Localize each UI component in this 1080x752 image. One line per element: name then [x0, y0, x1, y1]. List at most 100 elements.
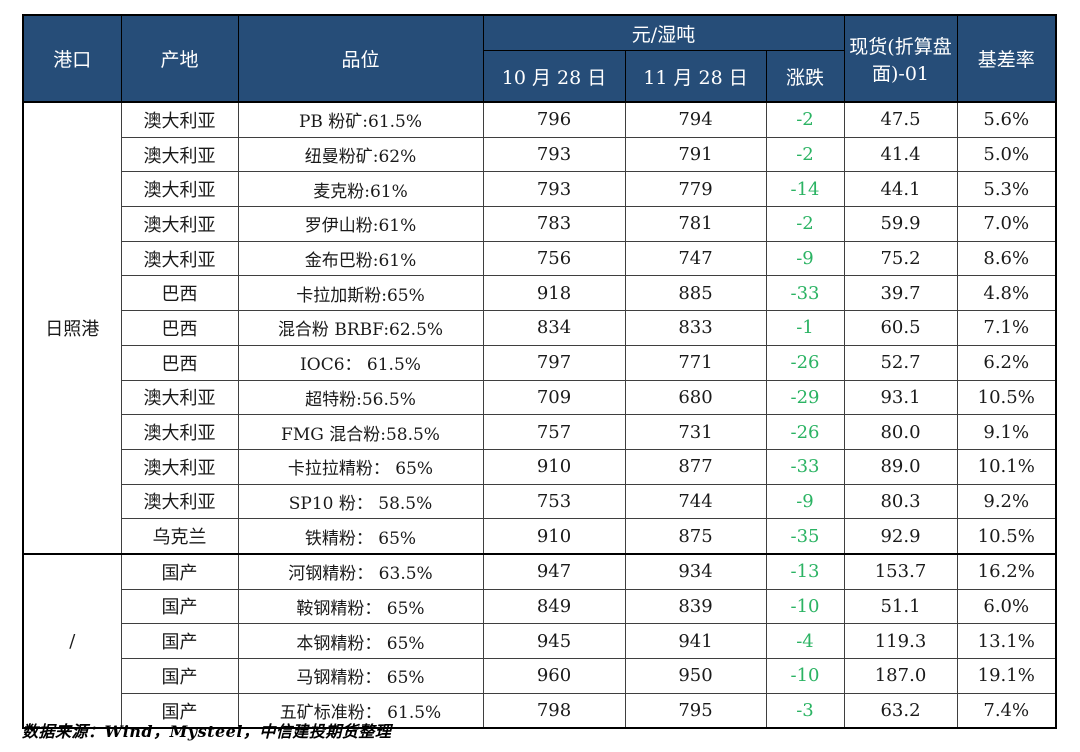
data-source-note: 数据来源：Wind，Mysteel，中信建投期货整理 [22, 722, 392, 741]
spot-cell: 59.9 [843, 206, 958, 242]
origin-cell: 国产 [120, 658, 239, 694]
grade-cell: SP10 粉： 58.5% [237, 483, 484, 520]
price-nov-cell: 941 [624, 623, 767, 659]
table-header: 港口 产地 品位 元/湿吨 现货(折算盘面)-01 基差率 10 月 28 日 … [22, 14, 1057, 103]
price-oct-cell: 709 [482, 379, 626, 416]
price-nov-cell: 794 [624, 101, 767, 138]
change-cell: -10 [765, 658, 845, 694]
change-cell: -2 [765, 136, 845, 173]
grade-cell: 鞍钢精粉： 65% [237, 588, 484, 625]
spot-cell: 80.0 [843, 414, 958, 450]
origin-cell: 澳大利亚 [120, 171, 239, 208]
price-nov-cell: 885 [624, 275, 767, 312]
origin-cell: 巴西 [120, 344, 239, 381]
col-header-basis: 基差率 [956, 14, 1057, 103]
basis-cell: 7.4% [956, 692, 1057, 729]
price-nov-cell: 833 [624, 310, 767, 346]
origin-cell: 澳大利亚 [120, 101, 239, 138]
col-header-change: 涨跌 [765, 50, 845, 103]
grade-cell: 麦克粉:61% [237, 171, 484, 208]
spot-cell: 63.2 [843, 692, 958, 729]
col-header-unit-group: 元/湿吨 [482, 14, 845, 51]
origin-cell: 澳大利亚 [120, 206, 239, 242]
col-header-grade: 品位 [237, 14, 484, 103]
header-row-1: 港口 产地 品位 元/湿吨 现货(折算盘面)-01 基差率 [22, 14, 1057, 103]
table-row: 澳大利亚 金布巴粉:61% 756 747 -9 75.2 8.6% [23, 240, 1057, 277]
price-nov-cell: 747 [624, 240, 767, 277]
basis-cell: 7.0% [956, 206, 1057, 242]
basis-cell: 19.1% [956, 658, 1057, 694]
basis-cell: 10.5% [956, 379, 1057, 416]
origin-cell: 国产 [120, 552, 239, 590]
price-nov-cell: 950 [624, 658, 767, 694]
basis-cell: 10.5% [956, 518, 1057, 555]
price-nov-cell: 779 [624, 171, 767, 208]
price-oct-cell: 910 [482, 518, 626, 555]
origin-cell: 巴西 [120, 310, 239, 346]
spot-cell: 75.2 [843, 240, 958, 277]
grade-cell: 卡拉加斯粉:65% [237, 275, 484, 312]
origin-cell: 澳大利亚 [120, 136, 239, 173]
spot-cell: 93.1 [843, 379, 958, 416]
change-cell: -26 [765, 414, 845, 450]
change-cell: -1 [765, 310, 845, 346]
price-oct-cell: 798 [482, 692, 626, 729]
table-body: 日照港 澳大利亚 PB 粉矿:61.5% 796 794 -2 47.5 5.6% 澳大利亚 纽曼… [22, 101, 1057, 729]
price-nov-cell: 934 [624, 552, 767, 590]
basis-cell: 10.1% [956, 448, 1057, 485]
price-oct-cell: 960 [482, 658, 626, 694]
price-oct-cell: 910 [482, 448, 626, 485]
spot-cell: 47.5 [843, 101, 958, 138]
col-header-date-nov: 11 月 28 日 [624, 50, 767, 103]
header-row-2: 10 月 28 日 11 月 28 日 涨跌 [23, 50, 1056, 103]
grade-cell: FMG 混合粉:58.5% [237, 414, 484, 450]
basis-cell: 5.6% [956, 101, 1057, 138]
price-oct-cell: 834 [482, 310, 626, 346]
price-oct-cell: 797 [482, 344, 626, 381]
price-oct-cell: 783 [482, 206, 626, 242]
change-cell: -14 [765, 171, 845, 208]
port-cell: / [22, 552, 122, 729]
basis-cell: 6.0% [956, 588, 1057, 625]
spot-cell: 52.7 [843, 344, 958, 381]
origin-cell: 巴西 [120, 275, 239, 312]
basis-cell: 5.0% [956, 136, 1057, 173]
port-cell: 日照港 [22, 101, 122, 555]
col-header-port: 港口 [22, 14, 122, 103]
origin-cell: 乌克兰 [120, 518, 239, 555]
spot-cell: 51.1 [843, 588, 958, 625]
table-row: 澳大利亚 罗伊山粉:61% 783 781 -2 59.9 7.0% [23, 206, 1057, 242]
price-oct-cell: 793 [482, 136, 626, 173]
grade-cell: 金布巴粉:61% [237, 240, 484, 277]
grade-cell: 超特粉:56.5% [237, 379, 484, 416]
change-cell: -33 [765, 448, 845, 485]
change-cell: -2 [765, 101, 845, 138]
table-row: 澳大利亚 纽曼粉矿:62% 793 791 -2 41.4 5.0% [23, 136, 1057, 173]
grade-cell: 纽曼粉矿:62% [237, 136, 484, 173]
change-cell: -35 [765, 518, 845, 555]
change-cell: -3 [765, 692, 845, 729]
price-oct-cell: 945 [482, 623, 626, 659]
grade-cell: PB 粉矿:61.5% [237, 101, 484, 138]
grade-cell: 卡拉拉精粉： 65% [237, 448, 484, 485]
change-cell: -4 [765, 623, 845, 659]
basis-cell: 4.8% [956, 275, 1057, 312]
grade-cell: 混合粉 BRBF:62.5% [237, 310, 484, 346]
basis-cell: 8.6% [956, 240, 1057, 277]
change-cell: -9 [765, 240, 845, 277]
basis-cell: 16.2% [956, 552, 1057, 590]
basis-cell: 7.1% [956, 310, 1057, 346]
basis-cell: 6.2% [956, 344, 1057, 381]
change-cell: -33 [765, 275, 845, 312]
spot-cell: 44.1 [843, 171, 958, 208]
spot-cell: 187.0 [843, 658, 958, 694]
price-nov-cell: 877 [624, 448, 767, 485]
price-oct-cell: 757 [482, 414, 626, 450]
table-row: 巴西 卡拉加斯粉:65% 918 885 -33 39.7 4.8% [23, 275, 1057, 312]
origin-cell: 澳大利亚 [120, 483, 239, 520]
table-row: 国产 五矿标准粉： 61.5% 798 795 -3 63.2 7.4% [23, 692, 1057, 729]
price-nov-cell: 731 [624, 414, 767, 450]
table-row: 澳大利亚 SP10 粉： 58.5% 753 744 -9 80.3 9.2% [23, 483, 1057, 520]
grade-cell: 本钢精粉： 65% [237, 623, 484, 659]
price-nov-cell: 781 [624, 206, 767, 242]
